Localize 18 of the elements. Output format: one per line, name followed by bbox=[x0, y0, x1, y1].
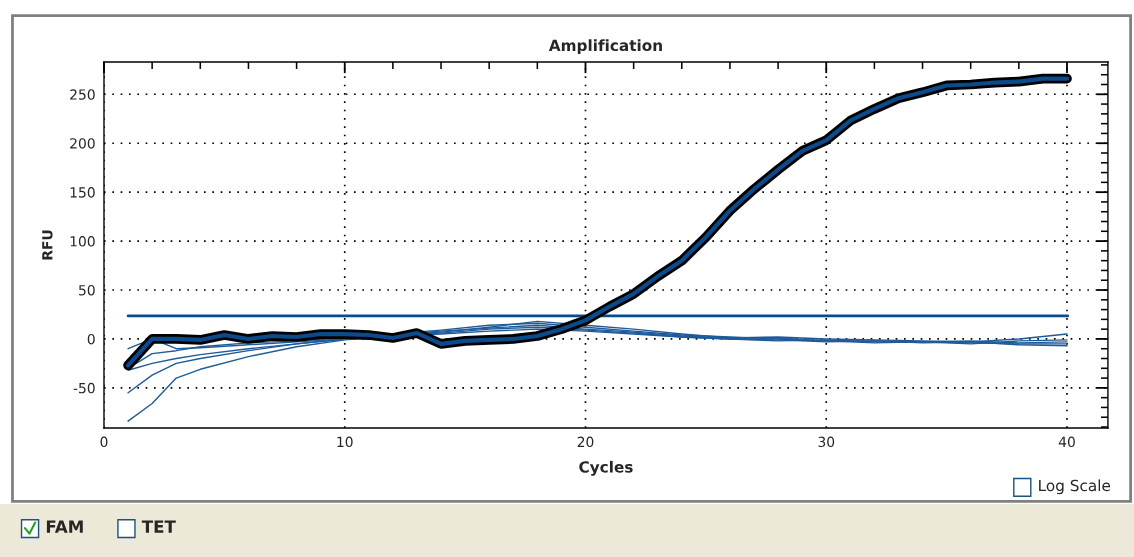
y-tick-label: 50 bbox=[79, 284, 95, 296]
text: FAM bbox=[46, 520, 83, 533]
x-tick-label: 40 bbox=[1058, 436, 1075, 448]
x-tick-label: 20 bbox=[577, 436, 594, 448]
y-tick-label: 250 bbox=[70, 89, 95, 100]
y-tick-label: 0 bbox=[87, 333, 95, 345]
text: TET bbox=[141, 520, 176, 533]
chart-title: Amplification bbox=[548, 39, 662, 55]
text: Log Scale bbox=[1039, 479, 1111, 495]
y-tick-label: -50 bbox=[73, 382, 95, 394]
y-axis-title: RFU bbox=[42, 230, 53, 260]
y-tick-label: 100 bbox=[70, 236, 95, 247]
y-tick-label: 150 bbox=[70, 187, 95, 198]
x-tick-label: 30 bbox=[818, 436, 835, 448]
x-tick-label: 10 bbox=[337, 436, 353, 448]
y-tick-label: 200 bbox=[70, 138, 95, 149]
x-tick-label: 0 bbox=[100, 436, 108, 448]
x-axis-title: Cycles bbox=[579, 460, 633, 476]
